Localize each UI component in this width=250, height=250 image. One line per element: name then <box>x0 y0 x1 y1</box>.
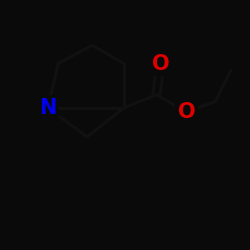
Text: O: O <box>152 54 169 74</box>
Text: N: N <box>39 98 56 118</box>
Text: O: O <box>178 102 195 122</box>
